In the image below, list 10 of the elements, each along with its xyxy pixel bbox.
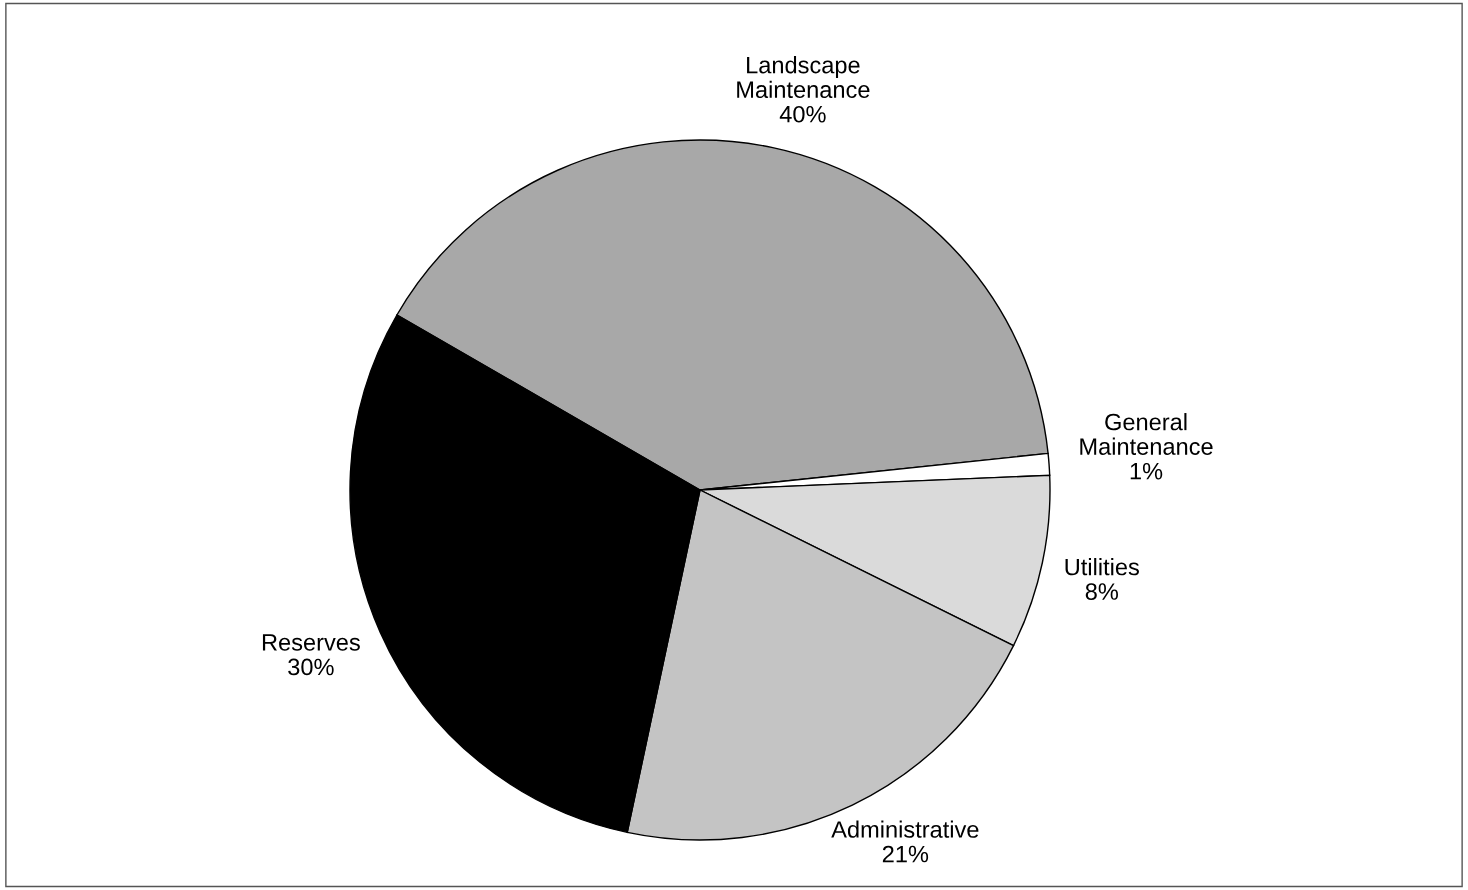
data-label: 8% bbox=[1085, 583, 1118, 600]
data-label: 21% bbox=[882, 845, 929, 863]
slice-label: Landscape Maintenance bbox=[737, 56, 870, 99]
slice-label: Utilities bbox=[1065, 558, 1139, 576]
slice-label: Reserves bbox=[262, 634, 360, 651]
data-label: 40% bbox=[779, 105, 826, 123]
slice-label: Administrative bbox=[831, 820, 979, 838]
data-label: 30% bbox=[288, 658, 334, 676]
slice-label: General Maintenance bbox=[1080, 413, 1213, 455]
data-label: 1% bbox=[1130, 462, 1163, 480]
